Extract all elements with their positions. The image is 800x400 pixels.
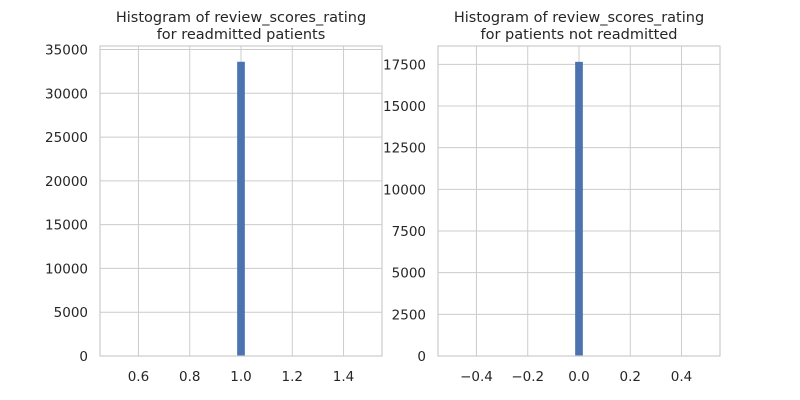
y-tick-label: 10000 bbox=[383, 182, 426, 198]
y-tick-label: 0 bbox=[79, 349, 88, 365]
y-tick-label: 12500 bbox=[383, 141, 426, 157]
chart-title-line: Histogram of review_scores_rating bbox=[454, 10, 704, 26]
y-tick-label: 35000 bbox=[45, 43, 88, 59]
x-tick-label: 0.2 bbox=[620, 369, 641, 385]
x-tick-label: 1.4 bbox=[333, 369, 354, 385]
y-tick-label: 25000 bbox=[45, 130, 88, 146]
chart-title-line: Histogram of review_scores_rating bbox=[116, 10, 366, 26]
x-tick-label: −0.4 bbox=[460, 369, 493, 385]
y-tick-label: 5000 bbox=[392, 266, 426, 282]
subplot-1: 0.6 0.8 1.0 1.2 1.4 0 5000 10000 15000 20000 25000… bbox=[45, 10, 383, 385]
y-tick-label: 7500 bbox=[392, 224, 426, 240]
subplots: 0.6 0.8 1.0 1.2 1.40500010000150002000025000… bbox=[45, 10, 721, 385]
axes-frame bbox=[437, 45, 721, 357]
histogram-bar bbox=[237, 61, 245, 357]
histogram-bar bbox=[575, 61, 583, 356]
y-tick-label: 2500 bbox=[392, 307, 426, 323]
x-tick-label: 1.0 bbox=[230, 369, 251, 385]
x-tick-label: 0.6 bbox=[128, 369, 149, 385]
y-tick-label: 15000 bbox=[45, 218, 88, 234]
y-tick-label: 30000 bbox=[45, 86, 88, 102]
subplot-2: −0.4 −0.2 0.0 0.2 0.4 0 2500 5000 7500 10000 12500… bbox=[383, 10, 721, 385]
y-tick-label: 0 bbox=[417, 349, 426, 365]
axes-frame bbox=[99, 45, 383, 357]
x-tick-label: 1.2 bbox=[282, 369, 303, 385]
chart-title-line: for readmitted patients bbox=[157, 27, 326, 43]
y-tick-label: 5000 bbox=[54, 305, 88, 321]
x-tick-label: 0.4 bbox=[671, 369, 692, 385]
y-tick-label: 17500 bbox=[383, 57, 426, 73]
x-tick-label: −0.2 bbox=[511, 369, 544, 385]
chart-title: Histogram of review_scores_rating for pat… bbox=[454, 10, 704, 43]
chart-title-line: for patients not readmitted bbox=[481, 27, 678, 43]
chart-title: Histogram of review_scores_rating for rea… bbox=[116, 10, 366, 43]
x-tick-label: 0.8 bbox=[179, 369, 200, 385]
x-tick-label: 0.0 bbox=[568, 369, 589, 385]
y-tick-label: 15000 bbox=[383, 99, 426, 115]
y-tick-label: 20000 bbox=[45, 174, 88, 190]
y-tick-label: 10000 bbox=[45, 261, 88, 277]
